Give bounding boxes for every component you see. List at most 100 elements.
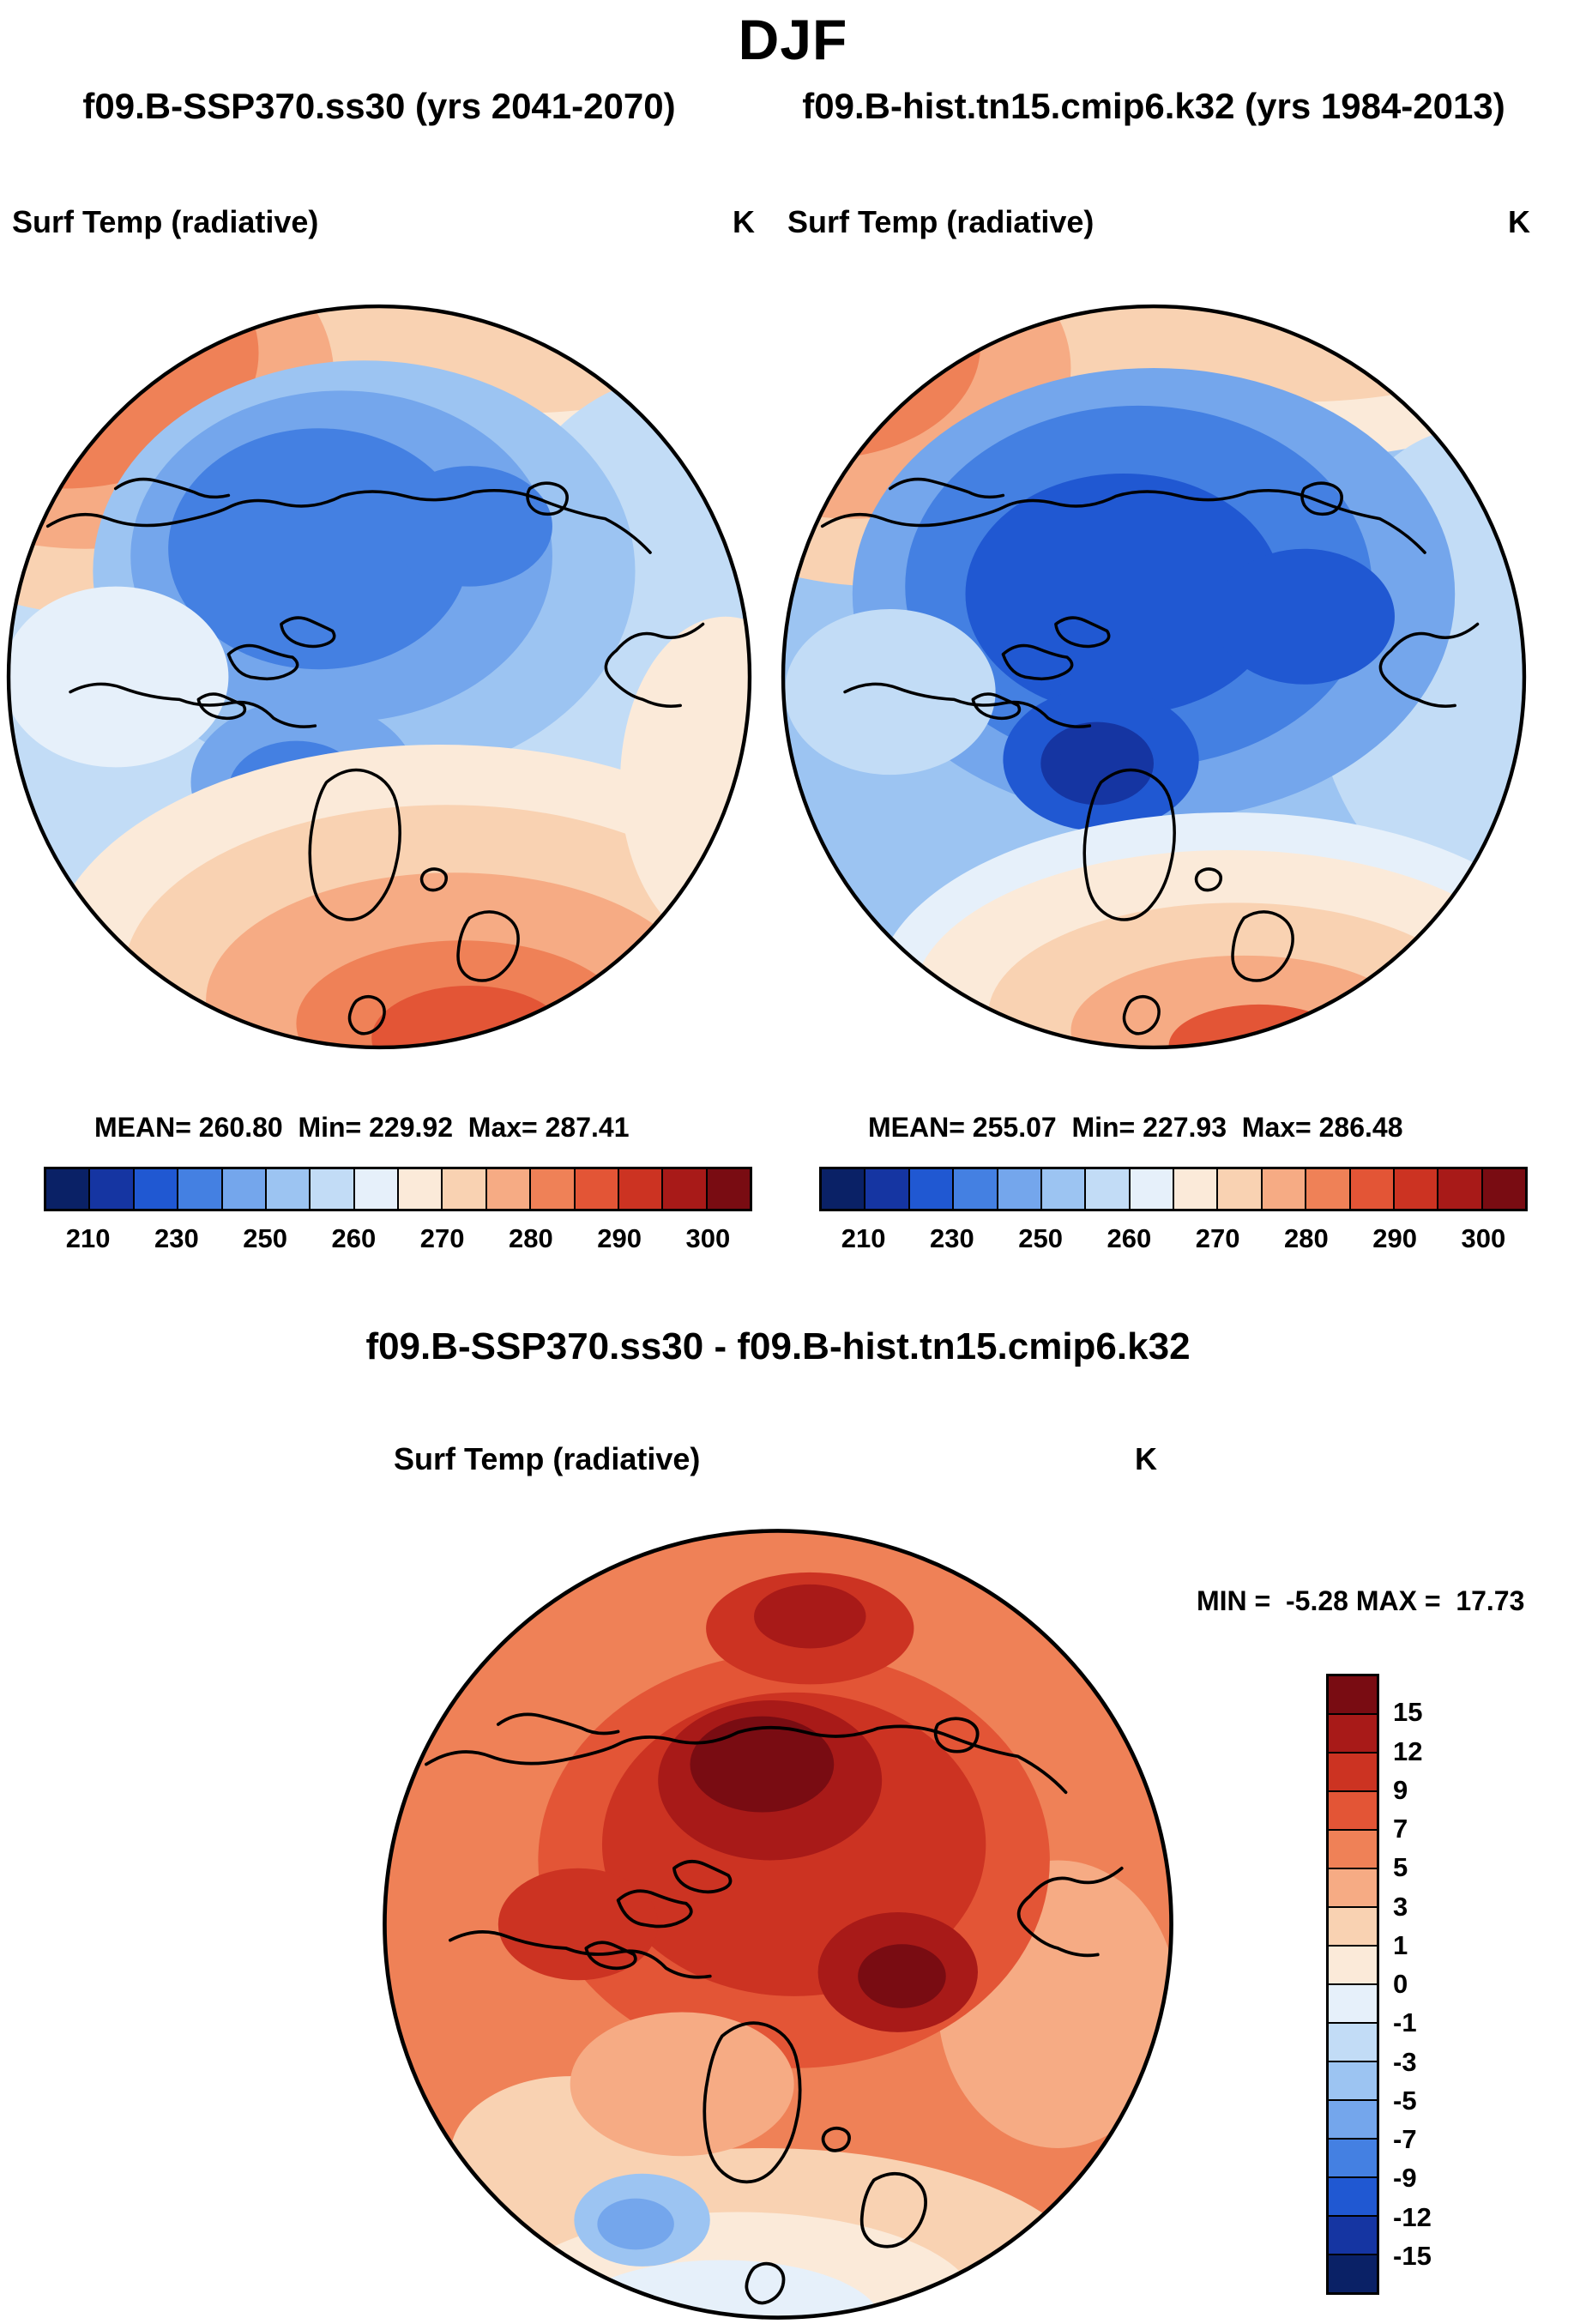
colorbar-segment bbox=[1329, 2101, 1377, 2140]
units-label: K bbox=[733, 204, 755, 239]
stats-hist: MEAN= 255.07 Min= 227.93 Max= 286.48 bbox=[868, 1112, 1403, 1143]
colorbar-segment bbox=[865, 1169, 910, 1209]
colorbar-tick-label: 5 bbox=[1393, 1852, 1408, 1883]
colorbar-tick-label: -7 bbox=[1393, 2124, 1417, 2154]
colorbar-segment bbox=[1329, 2178, 1377, 2217]
colorbar-segment bbox=[1329, 1754, 1377, 1792]
colorbar-segment bbox=[1329, 2140, 1377, 2178]
units-label: K bbox=[1135, 1441, 1157, 1476]
colorbar-tick-label: 290 bbox=[597, 1223, 642, 1253]
case-title-hist: f09.B-hist.tn15.cmip6.k32 (yrs 1984-2013… bbox=[802, 86, 1505, 126]
colorbar-tick-label: 230 bbox=[154, 1223, 199, 1253]
colorbar-tick-label: -15 bbox=[1393, 2240, 1432, 2271]
colorbar-segment bbox=[1329, 2062, 1377, 2101]
map-hist bbox=[781, 304, 1527, 1050]
colorbar-segment bbox=[266, 1169, 311, 1209]
variable-label: Surf Temp (radiative) bbox=[787, 204, 1095, 239]
colorbar-kelvin-hist bbox=[819, 1167, 1528, 1211]
variable-label: Surf Temp (radiative) bbox=[394, 1441, 701, 1476]
panel-header-ssp370: Surf Temp (radiative) K bbox=[12, 204, 755, 240]
colorbar-tick-label: 9 bbox=[1393, 1774, 1408, 1805]
colorbar-tick-label: 210 bbox=[841, 1223, 886, 1253]
colorbar-segment bbox=[1329, 1908, 1377, 1947]
colorbar-segment bbox=[998, 1169, 1042, 1209]
colorbar-segment bbox=[1329, 1792, 1377, 1831]
colorbar-tick-label: -1 bbox=[1393, 2007, 1417, 2038]
colorbar-difference bbox=[1326, 1674, 1379, 2295]
colorbar-tick-label: 270 bbox=[1195, 1223, 1240, 1253]
colorbar-segment bbox=[486, 1169, 532, 1209]
season-title: DJF bbox=[738, 8, 848, 71]
colorbar-tick-label: 0 bbox=[1393, 1969, 1408, 1999]
colorbar-tick-label: 300 bbox=[1461, 1223, 1506, 1253]
panel-header-hist: Surf Temp (radiative) K bbox=[787, 204, 1530, 240]
colorbar-segment bbox=[1329, 2217, 1377, 2255]
colorbar-tick-label: 250 bbox=[1018, 1223, 1063, 1253]
colorbar-segment bbox=[618, 1169, 664, 1209]
diff-minmax: MIN = -5.28 MAX = 17.73 bbox=[1197, 1585, 1525, 1616]
colorbar-segment bbox=[1350, 1169, 1395, 1209]
colorbar-segment bbox=[1329, 1985, 1377, 2024]
colorbar-tick-label: 15 bbox=[1393, 1697, 1423, 1728]
colorbar-segment bbox=[1041, 1169, 1087, 1209]
colorbar-segment bbox=[1086, 1169, 1131, 1209]
colorbar-segment bbox=[134, 1169, 179, 1209]
colorbar-tick-label: 260 bbox=[1107, 1223, 1152, 1253]
colorbar-segment bbox=[1329, 2024, 1377, 2062]
colorbar-tick-label: 230 bbox=[930, 1223, 974, 1253]
colorbar-ticks-difference: 15 12 9 7 5 3 1 0 -1 -3 -5 -7 -9 -12 -15 bbox=[1393, 1674, 1496, 2295]
map-ssp370 bbox=[6, 304, 752, 1050]
colorbar-tick-label: 270 bbox=[419, 1223, 465, 1253]
stats-ssp370: MEAN= 260.80 Min= 229.92 Max= 287.41 bbox=[94, 1112, 630, 1143]
colorbar-segment bbox=[90, 1169, 135, 1209]
colorbar-segment bbox=[354, 1169, 399, 1209]
colorbar-tick-label: -5 bbox=[1393, 2085, 1417, 2116]
colorbar-tick-label: 210 bbox=[65, 1223, 111, 1253]
colorbar-segment bbox=[1306, 1169, 1351, 1209]
colorbar-segment bbox=[1394, 1169, 1439, 1209]
colorbar-segment bbox=[1329, 2255, 1377, 2292]
colorbar-kelvin-ssp370 bbox=[44, 1167, 752, 1211]
colorbar-segment bbox=[46, 1169, 91, 1209]
panel-header-diff: Surf Temp (radiative) K bbox=[394, 1441, 1157, 1477]
colorbar-tick-label: -9 bbox=[1393, 2163, 1417, 2194]
colorbar-tick-label: 3 bbox=[1393, 1891, 1408, 1922]
colorbar-segment bbox=[1329, 1715, 1377, 1754]
colorbar-tick-label: 7 bbox=[1393, 1814, 1408, 1844]
colorbar-tick-label: 250 bbox=[243, 1223, 287, 1253]
colorbar-segment bbox=[1218, 1169, 1263, 1209]
colorbar-ticks-hist: 210 230 250 260 270 280 290 300 bbox=[819, 1223, 1528, 1259]
colorbar-tick-label: 280 bbox=[509, 1223, 553, 1253]
colorbar-segment bbox=[1329, 1947, 1377, 1985]
variable-label: Surf Temp (radiative) bbox=[12, 204, 319, 239]
colorbar-segment bbox=[311, 1169, 355, 1209]
colorbar-segment bbox=[909, 1169, 955, 1209]
units-label: K bbox=[1508, 204, 1530, 239]
colorbar-segment bbox=[822, 1169, 866, 1209]
colorbar-segment bbox=[1482, 1169, 1525, 1209]
colorbar-segment bbox=[178, 1169, 223, 1209]
colorbar-tick-label: 300 bbox=[685, 1223, 731, 1253]
colorbar-segment bbox=[1438, 1169, 1483, 1209]
colorbar-ticks-ssp370: 210 230 250 260 270 280 290 300 bbox=[44, 1223, 752, 1259]
colorbar-segment bbox=[1262, 1169, 1307, 1209]
colorbar-segment bbox=[399, 1169, 443, 1209]
colorbar-tick-label: -12 bbox=[1393, 2201, 1432, 2232]
colorbar-segment bbox=[1329, 1831, 1377, 1869]
colorbar-segment bbox=[575, 1169, 619, 1209]
colorbar-tick-label: 280 bbox=[1284, 1223, 1329, 1253]
colorbar-segment bbox=[1329, 1869, 1377, 1908]
colorbar-tick-label: 290 bbox=[1372, 1223, 1417, 1253]
colorbar-segment bbox=[707, 1169, 750, 1209]
colorbar-tick-label: 1 bbox=[1393, 1929, 1408, 1960]
colorbar-segment bbox=[1130, 1169, 1174, 1209]
colorbar-tick-label: 12 bbox=[1393, 1735, 1423, 1766]
colorbar-segment bbox=[1329, 1676, 1377, 1715]
colorbar-segment bbox=[663, 1169, 708, 1209]
colorbar-segment bbox=[954, 1169, 998, 1209]
map-difference bbox=[383, 1529, 1173, 2320]
colorbar-segment bbox=[222, 1169, 267, 1209]
case-title-ssp370: f09.B-SSP370.ss30 (yrs 2041-2070) bbox=[82, 86, 676, 126]
colorbar-tick-label: -3 bbox=[1393, 2046, 1417, 2077]
colorbar-segment bbox=[1174, 1169, 1219, 1209]
